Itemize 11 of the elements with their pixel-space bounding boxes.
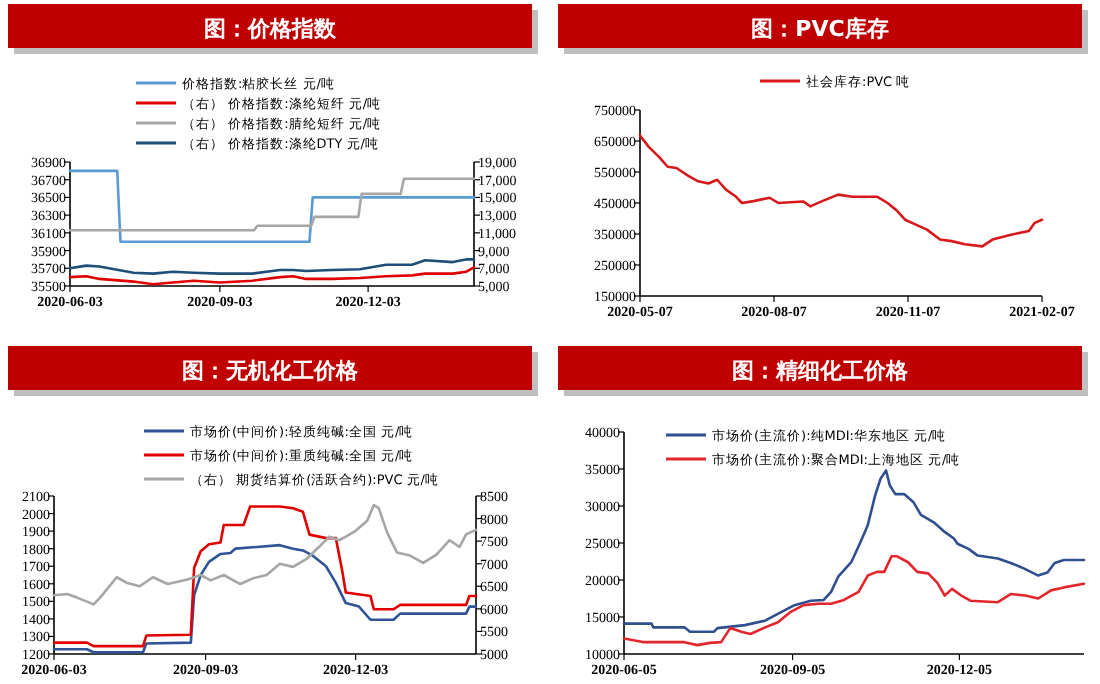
line-series: [622, 469, 1086, 634]
line-series: [638, 134, 1044, 248]
chart-title: 图：价格指数: [204, 16, 338, 42]
line-series: [68, 177, 476, 232]
chart-title: 图：PVC库存: [751, 16, 889, 42]
line-series: [52, 503, 478, 606]
line-series: [622, 555, 1086, 647]
chart-title: 图：精细化工价格: [732, 358, 910, 384]
chart-title: 图：无机化工价格: [182, 358, 360, 384]
line-series: [52, 505, 478, 648]
line-series: [68, 258, 476, 275]
